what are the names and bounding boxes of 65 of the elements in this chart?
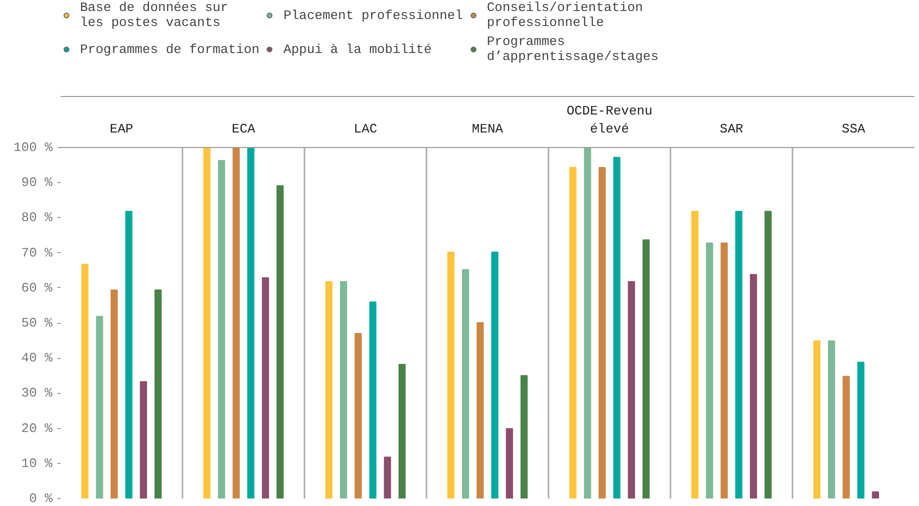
y-tick-label: 90 % xyxy=(21,175,53,190)
bar xyxy=(354,333,362,498)
bar xyxy=(125,210,132,498)
bar xyxy=(569,167,576,498)
y-tick-label: 60 % xyxy=(21,280,53,296)
bar xyxy=(154,290,162,498)
bar xyxy=(340,281,348,498)
bar xyxy=(96,316,104,498)
x-tick-label: OCDE-Revenu élevé xyxy=(566,104,652,136)
bar xyxy=(232,148,240,498)
bar xyxy=(506,428,514,498)
bar xyxy=(447,252,454,498)
bar xyxy=(276,185,284,498)
bar xyxy=(613,156,620,498)
y-tick-label: 0 % xyxy=(29,491,53,506)
y-tick-label: 30 % xyxy=(21,386,53,401)
bar xyxy=(462,269,470,498)
bar xyxy=(857,362,864,498)
bar xyxy=(384,456,392,498)
y-tick-label: 40 % xyxy=(21,350,53,366)
bar xyxy=(584,148,592,498)
bar xyxy=(842,376,850,498)
bar xyxy=(598,167,606,498)
bar xyxy=(642,239,650,498)
bar xyxy=(110,290,118,498)
bar xyxy=(491,252,498,498)
bar xyxy=(476,322,484,498)
bar xyxy=(203,148,210,498)
y-tick-label: 50 % xyxy=(21,316,53,330)
bar xyxy=(691,210,698,498)
bar xyxy=(520,375,528,498)
legend-label: Base de données sur les postes vacants xyxy=(80,0,228,30)
y-tick-label: 80 % xyxy=(21,210,53,226)
bar xyxy=(764,210,772,498)
bar xyxy=(262,277,270,498)
x-tick-label: SAR xyxy=(720,122,744,136)
y-tick-label: 100 % xyxy=(13,140,53,155)
legend-label: Conseils/orientation professionnelle xyxy=(486,0,643,30)
bar xyxy=(828,340,836,498)
bar xyxy=(218,160,226,498)
bar xyxy=(81,264,88,498)
bar xyxy=(750,274,758,498)
bar xyxy=(247,148,254,498)
x-tick-label: EAP xyxy=(110,122,134,136)
bar xyxy=(398,364,406,498)
bar xyxy=(325,281,332,498)
x-tick-label: LAC xyxy=(354,122,378,136)
bar xyxy=(813,340,820,498)
bar xyxy=(706,242,714,498)
x-tick-label: ECA xyxy=(232,122,256,136)
bar xyxy=(140,381,148,498)
y-tick-label: 10 % xyxy=(21,456,53,471)
x-tick-label: SSA xyxy=(842,122,866,136)
bar xyxy=(720,242,728,498)
legend-label: Programmes de formation xyxy=(80,42,260,56)
bar xyxy=(735,210,742,498)
legend-label: Programmes d’apprentissage/stages xyxy=(486,34,659,64)
bar xyxy=(872,491,880,498)
x-tick-label: MENA xyxy=(472,122,504,136)
legend-label: Appui à la mobilité xyxy=(283,42,432,56)
bar xyxy=(628,281,636,498)
legend-label: Placement professionnel xyxy=(283,8,463,22)
y-tick-label: 20 % xyxy=(21,420,53,436)
bar xyxy=(369,301,376,498)
y-tick-label: 70 % xyxy=(21,245,53,260)
